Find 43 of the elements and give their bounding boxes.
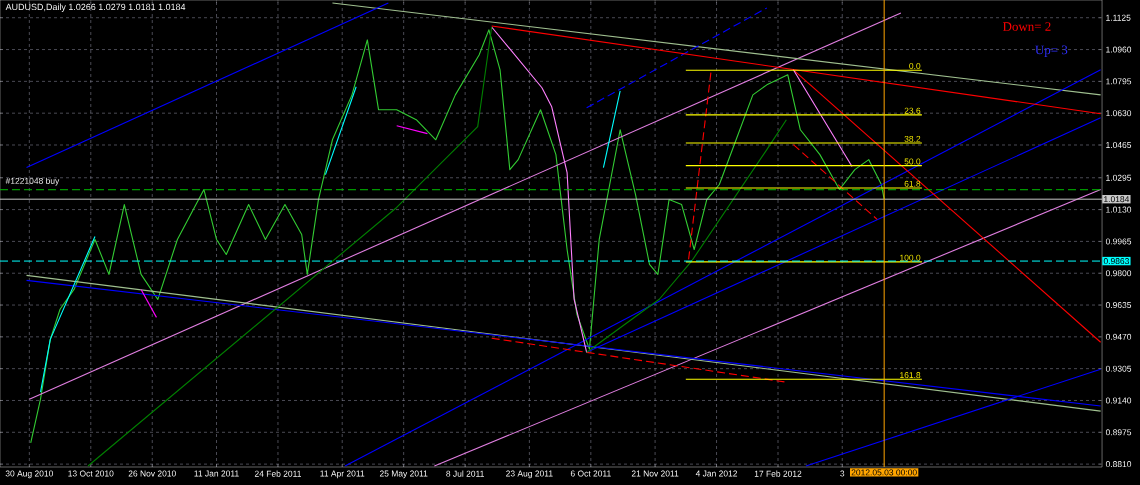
y-tick-label: 1.0295	[1106, 174, 1132, 181]
annotation: 61.8	[904, 180, 921, 187]
y-tick-label: 1.0960	[1106, 46, 1132, 53]
annotation: Up= 3	[1035, 45, 1068, 57]
x-tick-label: 11 Jan 2011	[194, 470, 239, 477]
x-tick-label: 24 Feb 2011	[254, 470, 301, 477]
x-tick-label: 8 Jul 2011	[446, 470, 484, 477]
x-tick-label: 13 Oct 2010	[68, 470, 114, 477]
y-tick-label: 0.8810	[1105, 461, 1132, 468]
x-tick-label: 6 Oct 2011	[570, 470, 611, 477]
annotation: 38.2	[904, 135, 921, 142]
y-tick-label: 0.9140	[1105, 397, 1132, 404]
x-tick-label: 4 Jan 2012	[695, 470, 738, 477]
x-tick-label: 3	[840, 470, 845, 477]
ref-line-label: 2012.05.03 00:00	[851, 469, 917, 476]
x-tick-label: 30 Aug 2010	[5, 470, 53, 479]
x-tick-label: 17 Feb 2012	[754, 470, 802, 477]
x-tick-label: 23 Aug 2011	[506, 470, 553, 479]
ref-line-label: 0.9863	[1103, 258, 1129, 265]
y-tick-label: 0.9800	[1105, 270, 1132, 277]
chart-title: AUDUSD,Daily 1.0266 1.0279 1.0181 1.0184	[5, 3, 186, 12]
annotation: 100.0	[900, 254, 921, 261]
y-tick-label: 0.9470	[1105, 333, 1132, 340]
x-tick-label: 25 May 2011	[379, 470, 428, 479]
y-tick-label: 0.8975	[1105, 429, 1132, 436]
annotation: 0.0	[909, 62, 921, 69]
x-tick-label: 21 Nov 2011	[631, 470, 679, 477]
annotation: 50.0	[904, 158, 921, 165]
y-tick-label: 0.9965	[1105, 238, 1132, 245]
y-tick-label: 1.0130	[1106, 206, 1132, 213]
x-tick-label: 11 Apr 2011	[320, 470, 365, 479]
ref-line-label: 1.0184	[1104, 196, 1130, 203]
y-tick-label: 1.0630	[1106, 110, 1132, 117]
y-tick-label: 1.1125	[1106, 14, 1131, 21]
y-tick-label: 0.9635	[1105, 302, 1132, 309]
annotation: 161.8	[900, 372, 921, 379]
annotation: #1221048 buy	[5, 177, 60, 186]
y-tick-label: 0.9305	[1105, 365, 1132, 372]
y-tick-label: 1.0795	[1106, 78, 1132, 85]
annotation: Down= 2	[1002, 22, 1051, 31]
x-tick-label: 26 Nov 2010	[128, 470, 176, 477]
y-tick-label: 1.0465	[1106, 142, 1132, 148]
annotation: 23.6	[904, 107, 921, 114]
